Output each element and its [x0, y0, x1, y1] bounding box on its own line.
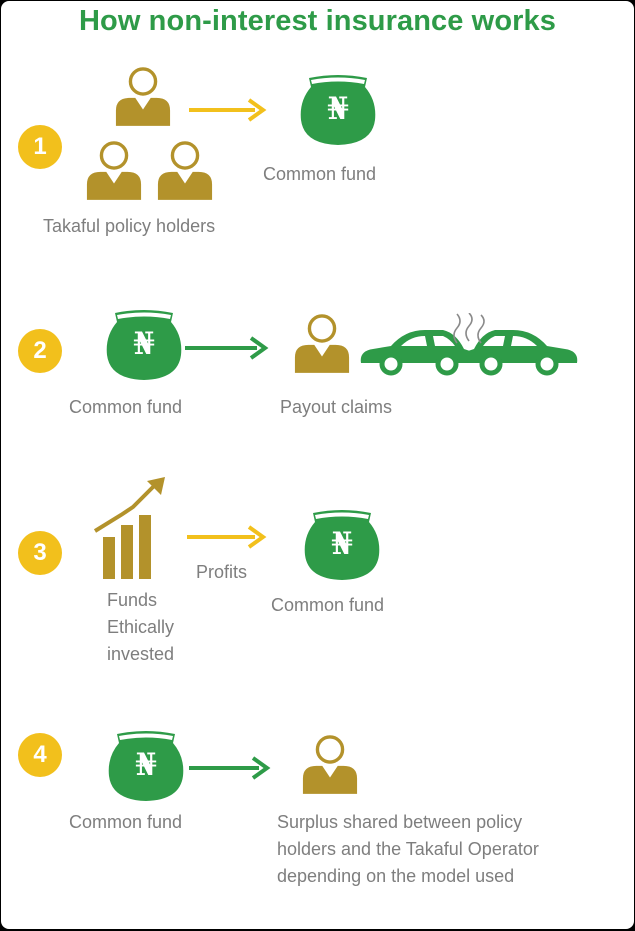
step-2-target-label: Payout claims	[280, 397, 393, 417]
step-4-source-label: Common fund	[69, 812, 183, 832]
step-1-source-label: Takaful policy holders	[43, 216, 216, 236]
right-arrow-icon	[189, 756, 271, 780]
right-arrow-icon	[187, 525, 267, 549]
person-icon	[293, 310, 351, 374]
step-3-arrow-label: Profits	[196, 562, 248, 582]
step-2-source-label: Common fund	[69, 397, 183, 417]
naira-pot-icon: ₦	[107, 729, 185, 803]
step-3-source-label: Funds Ethically invested	[107, 590, 175, 664]
step-1-target-label: Common fund	[263, 164, 377, 184]
step-1-badge: 1	[18, 125, 62, 169]
person-icon	[114, 63, 172, 127]
step-2-badge: 2	[18, 329, 62, 373]
right-arrow-icon	[185, 336, 269, 360]
person-icon	[156, 137, 214, 201]
step-4-badge: 4	[18, 733, 62, 777]
page-title: How non-interest insurance works	[79, 5, 556, 37]
naira-pot-icon: ₦	[303, 508, 381, 582]
step-3-badge: 3	[18, 531, 62, 575]
growth-chart-icon	[93, 477, 165, 579]
right-arrow-icon	[189, 98, 267, 122]
naira-pot-icon: ₦	[105, 308, 183, 382]
step-4-target-label: Surplus shared between policy holders an…	[277, 812, 539, 886]
person-icon	[301, 731, 359, 795]
car-collision-icon	[360, 313, 578, 376]
naira-pot-icon: ₦	[299, 73, 377, 147]
person-icon	[85, 137, 143, 201]
step-3-target-label: Common fund	[271, 595, 385, 615]
